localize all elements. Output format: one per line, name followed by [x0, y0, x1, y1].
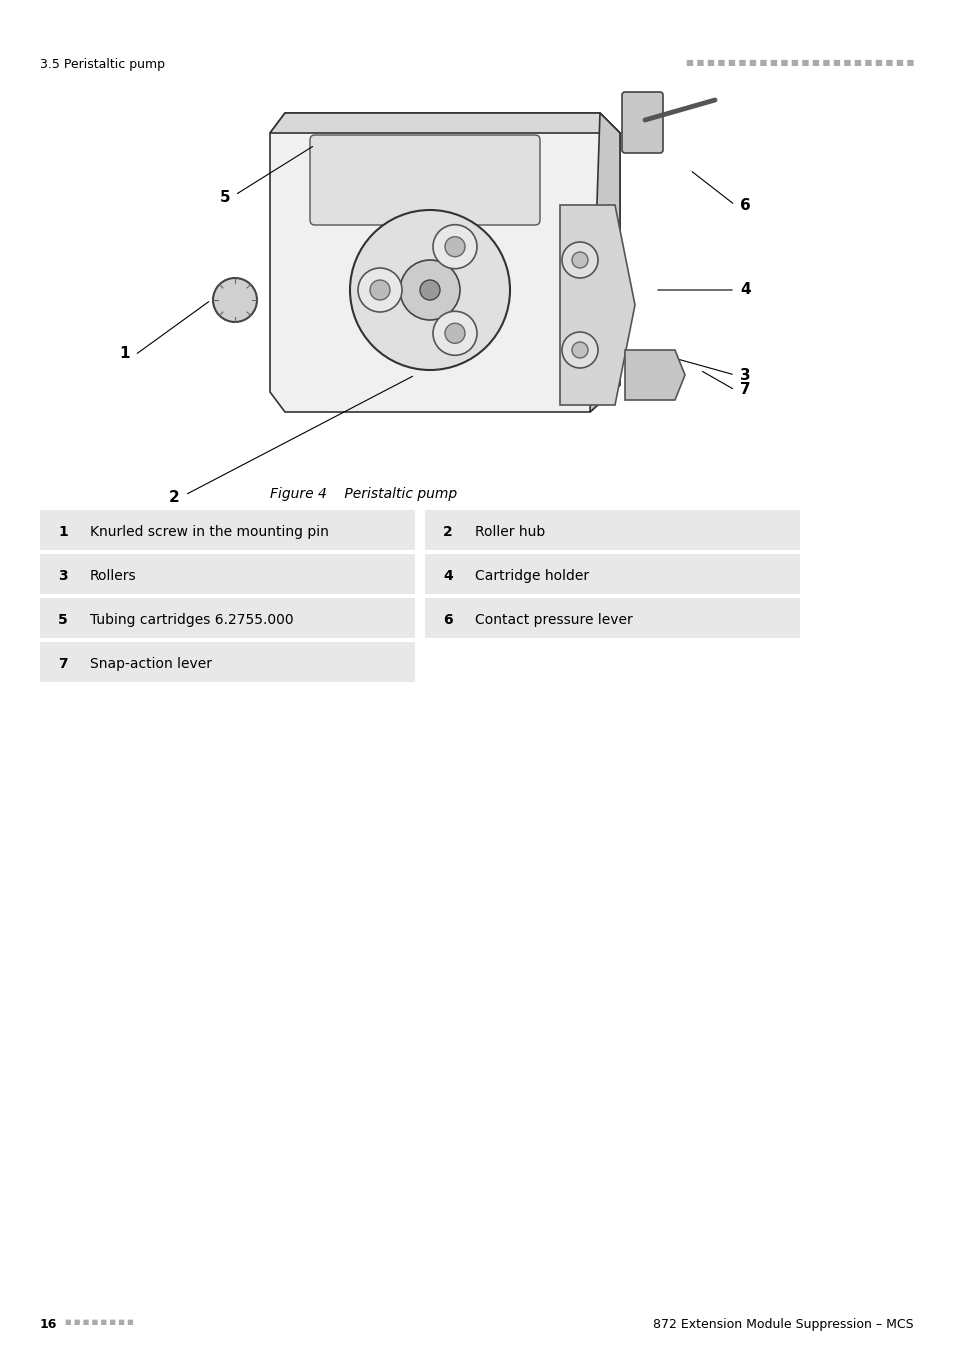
Text: 5: 5	[58, 613, 68, 626]
Text: 3.5 Peristaltic pump: 3.5 Peristaltic pump	[40, 58, 165, 72]
FancyBboxPatch shape	[40, 643, 415, 682]
Circle shape	[399, 261, 459, 320]
Text: 16: 16	[40, 1318, 57, 1331]
Text: Snap-action lever: Snap-action lever	[90, 657, 212, 671]
Circle shape	[572, 342, 587, 358]
Circle shape	[350, 211, 510, 370]
Text: 5: 5	[219, 190, 230, 205]
Text: 4: 4	[740, 282, 750, 297]
Polygon shape	[270, 113, 619, 412]
Text: 6: 6	[740, 197, 750, 212]
Circle shape	[561, 242, 598, 278]
Text: Figure 4    Peristaltic pump: Figure 4 Peristaltic pump	[270, 487, 456, 501]
Text: 1: 1	[58, 525, 68, 539]
FancyBboxPatch shape	[40, 510, 415, 549]
Circle shape	[572, 252, 587, 269]
Text: 6: 6	[442, 613, 452, 626]
Circle shape	[444, 236, 464, 256]
Circle shape	[561, 332, 598, 369]
Circle shape	[370, 279, 390, 300]
FancyBboxPatch shape	[40, 554, 415, 594]
FancyBboxPatch shape	[40, 598, 415, 639]
Text: 3: 3	[58, 568, 68, 583]
Text: Rollers: Rollers	[90, 568, 136, 583]
Circle shape	[433, 312, 476, 355]
Circle shape	[433, 224, 476, 269]
Circle shape	[444, 323, 464, 343]
Text: Tubing cartridges 6.2755.000: Tubing cartridges 6.2755.000	[90, 613, 294, 626]
Circle shape	[419, 279, 439, 300]
Text: 7: 7	[58, 657, 68, 671]
Polygon shape	[589, 113, 619, 412]
Text: 4: 4	[442, 568, 453, 583]
Text: 1: 1	[119, 346, 130, 360]
Text: ■ ■ ■ ■ ■ ■ ■ ■ ■ ■ ■ ■ ■ ■ ■ ■ ■ ■ ■ ■ ■ ■: ■ ■ ■ ■ ■ ■ ■ ■ ■ ■ ■ ■ ■ ■ ■ ■ ■ ■ ■ ■ …	[685, 58, 913, 68]
Polygon shape	[624, 350, 684, 400]
Circle shape	[357, 269, 401, 312]
Text: 2: 2	[169, 490, 180, 505]
Text: 2: 2	[442, 525, 453, 539]
FancyBboxPatch shape	[424, 554, 800, 594]
Circle shape	[213, 278, 256, 323]
FancyBboxPatch shape	[310, 135, 539, 225]
Text: Cartridge holder: Cartridge holder	[475, 568, 589, 583]
FancyBboxPatch shape	[424, 598, 800, 639]
FancyBboxPatch shape	[621, 92, 662, 153]
Text: Contact pressure lever: Contact pressure lever	[475, 613, 632, 626]
Polygon shape	[270, 113, 619, 134]
Text: Knurled screw in the mounting pin: Knurled screw in the mounting pin	[90, 525, 329, 539]
Text: 3: 3	[740, 367, 750, 382]
Text: 872 Extension Module Suppression – MCS: 872 Extension Module Suppression – MCS	[653, 1318, 913, 1331]
Text: 7: 7	[740, 382, 750, 397]
Text: ■ ■ ■ ■ ■ ■ ■ ■: ■ ■ ■ ■ ■ ■ ■ ■	[65, 1319, 133, 1324]
FancyBboxPatch shape	[424, 510, 800, 549]
Text: Roller hub: Roller hub	[475, 525, 545, 539]
Polygon shape	[559, 205, 635, 405]
